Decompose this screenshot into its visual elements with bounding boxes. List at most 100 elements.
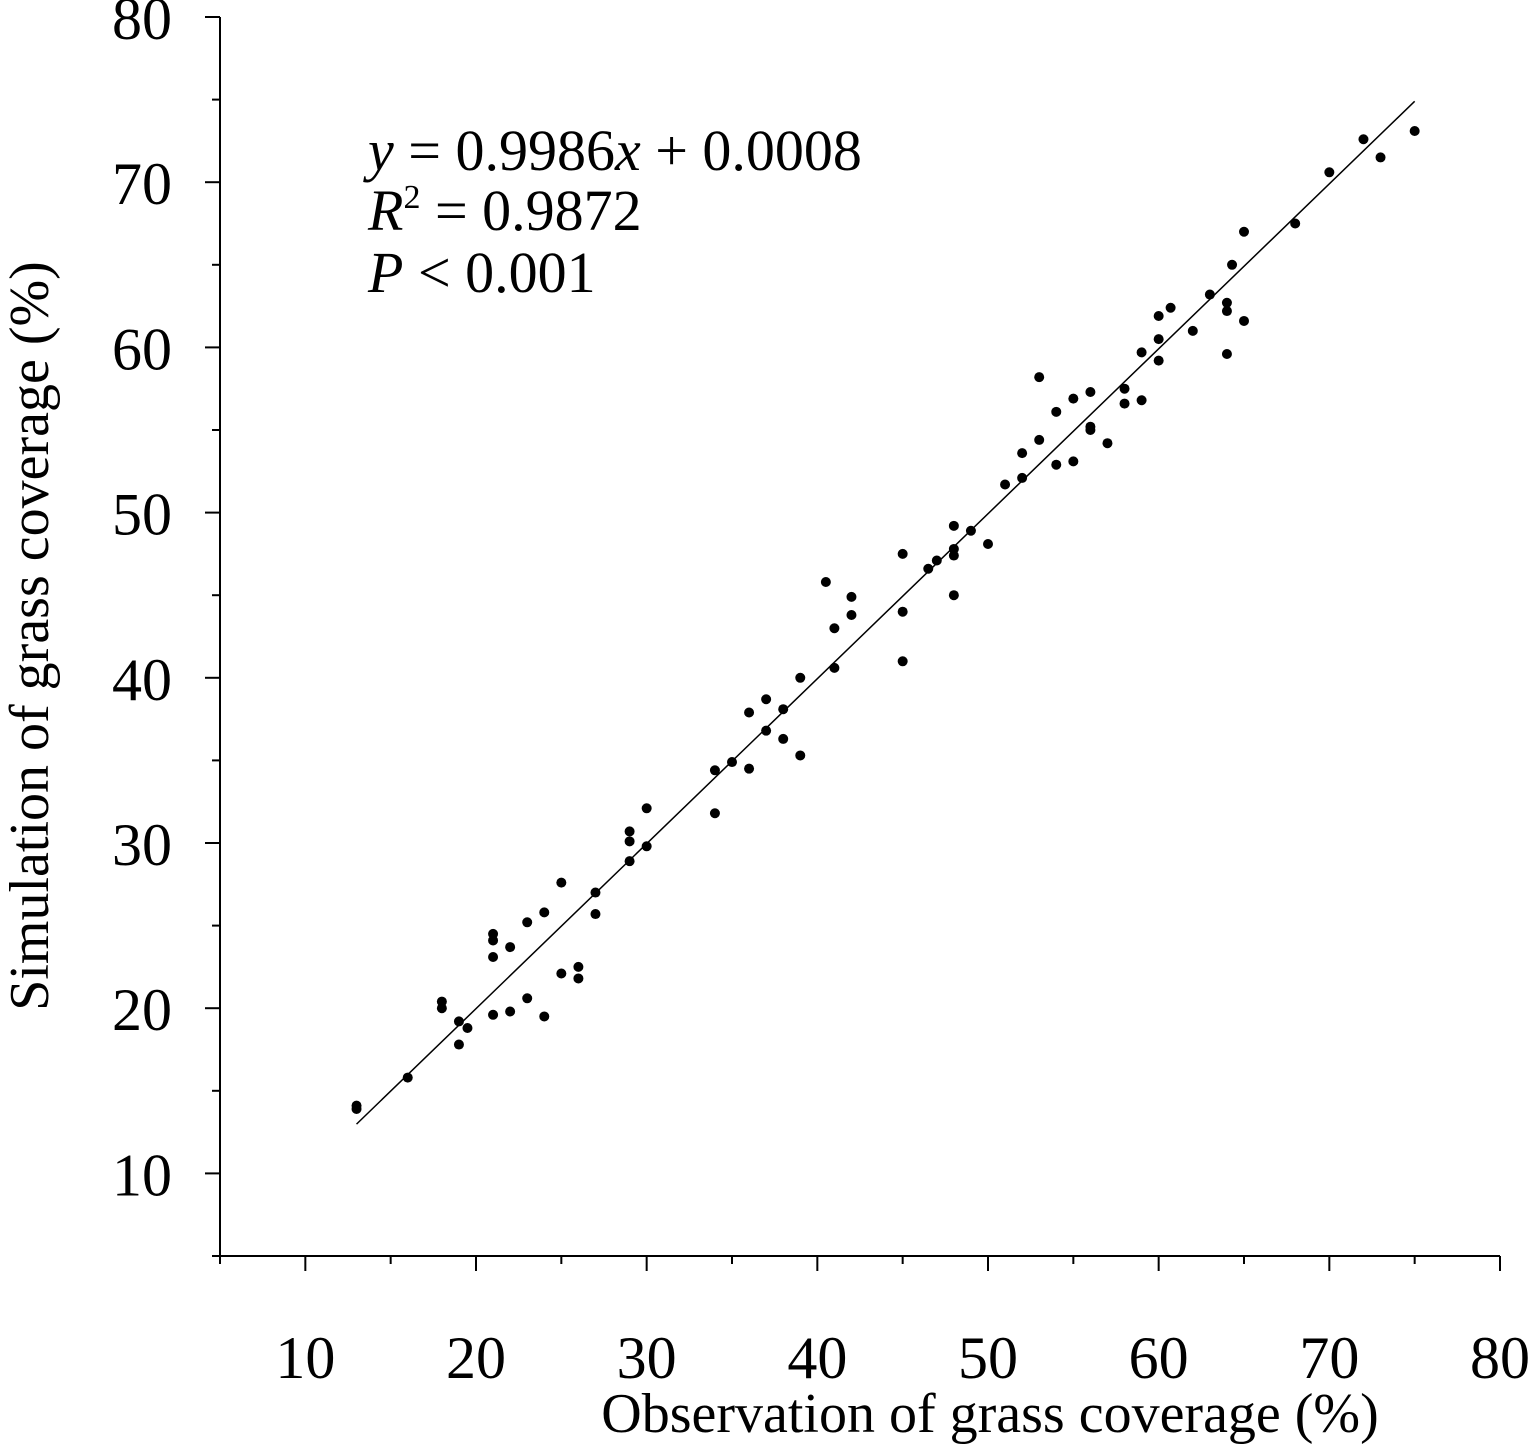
equation-y: y xyxy=(363,118,394,183)
data-point xyxy=(641,803,652,814)
r-squared-value: = 0.9872 xyxy=(420,178,641,243)
data-point xyxy=(1409,125,1420,136)
data-point xyxy=(1068,393,1079,404)
data-point xyxy=(948,550,959,561)
major-ticks xyxy=(205,16,1501,1271)
data-point xyxy=(1119,383,1130,394)
data-point xyxy=(1358,134,1369,145)
data-point xyxy=(1221,349,1232,360)
equation-x: x xyxy=(614,118,641,183)
data-point xyxy=(983,538,993,549)
r-superscript: 2 xyxy=(403,179,420,216)
x-tick-labels: 10 20 30 40 50 60 70 80 xyxy=(275,1325,1530,1391)
data-point xyxy=(965,525,976,536)
x-axis-label: Observation of grass coverage (%) xyxy=(601,1383,1378,1445)
data-point xyxy=(744,763,755,774)
data-point xyxy=(573,961,584,972)
data-point xyxy=(709,765,720,776)
data-point xyxy=(931,555,942,566)
data-point xyxy=(488,1009,499,1020)
data-point xyxy=(795,750,806,761)
minor-ticks xyxy=(212,98,1416,1264)
data-point xyxy=(505,942,516,953)
x-tick-label: 60 xyxy=(1129,1325,1189,1391)
data-point xyxy=(1204,289,1215,300)
data-point xyxy=(624,856,635,867)
data-point xyxy=(556,877,567,888)
data-point xyxy=(1051,406,1062,417)
data-point xyxy=(624,826,635,837)
r-squared-text: R2 = 0.9872 xyxy=(367,178,642,243)
x-tick-label: 30 xyxy=(617,1325,677,1391)
data-point xyxy=(1085,387,1096,398)
data-point xyxy=(436,996,447,1007)
data-point xyxy=(556,968,567,979)
data-point xyxy=(522,917,533,928)
data-point xyxy=(761,725,772,736)
data-point xyxy=(897,548,908,559)
data-point xyxy=(1290,218,1301,229)
data-point xyxy=(462,1023,473,1034)
x-tick-label: 10 xyxy=(275,1325,335,1391)
data-point xyxy=(1165,302,1176,313)
data-point xyxy=(1034,372,1045,383)
data-point xyxy=(539,1011,550,1022)
p-value-text: P < 0.001 xyxy=(367,240,596,305)
data-point xyxy=(846,591,857,602)
data-point xyxy=(505,1006,516,1017)
data-point xyxy=(1221,306,1232,317)
data-point xyxy=(1068,456,1079,467)
data-point xyxy=(1227,259,1238,270)
regression-line xyxy=(356,100,1416,1125)
data-point xyxy=(948,520,959,531)
data-point xyxy=(1375,152,1386,163)
data-point xyxy=(1017,472,1028,483)
p-value: < 0.001 xyxy=(403,240,595,305)
data-point xyxy=(453,1039,464,1050)
data-point xyxy=(795,672,806,683)
data-point xyxy=(1153,334,1164,345)
x-tick-label: 50 xyxy=(958,1325,1018,1391)
data-point xyxy=(351,1100,362,1111)
data-point xyxy=(778,704,789,715)
x-tick-label: 40 xyxy=(787,1325,847,1391)
y-tick-label: 30 xyxy=(112,812,172,878)
y-tick-label: 60 xyxy=(112,316,172,382)
data-point xyxy=(573,973,584,984)
data-point xyxy=(1136,395,1147,406)
equation-slope: = 0.9986 xyxy=(394,118,615,183)
y-tick-label: 70 xyxy=(112,151,172,217)
y-tick-label: 40 xyxy=(112,647,172,713)
y-tick-label: 80 xyxy=(112,0,172,52)
data-point xyxy=(761,694,772,705)
equation-intercept: + 0.0008 xyxy=(641,118,862,183)
data-point xyxy=(590,909,601,920)
x-tick-label: 80 xyxy=(1470,1325,1530,1391)
data-point xyxy=(522,993,533,1004)
data-point xyxy=(948,590,959,601)
data-point xyxy=(709,808,720,819)
regression-equation: y = 0.9986x + 0.0008 xyxy=(363,118,862,183)
data-point xyxy=(829,662,840,673)
data-point xyxy=(1136,347,1147,358)
data-point xyxy=(1017,448,1028,459)
data-point xyxy=(1153,355,1164,366)
y-tick-label: 50 xyxy=(112,482,172,548)
y-tick-label: 10 xyxy=(112,1142,172,1208)
x-tick-label: 70 xyxy=(1299,1325,1359,1391)
data-point xyxy=(1085,425,1096,435)
data-point xyxy=(727,757,737,768)
data-point xyxy=(402,1072,413,1083)
data-point xyxy=(1239,315,1249,326)
data-point xyxy=(897,656,908,667)
data-point xyxy=(641,841,652,852)
data-point xyxy=(820,576,831,587)
data-point xyxy=(624,836,635,847)
data-point xyxy=(1324,167,1335,178)
data-point xyxy=(829,623,840,634)
data-point xyxy=(453,1016,464,1027)
data-point xyxy=(488,928,499,939)
data-point xyxy=(488,951,499,962)
y-tick-label: 20 xyxy=(112,977,172,1043)
